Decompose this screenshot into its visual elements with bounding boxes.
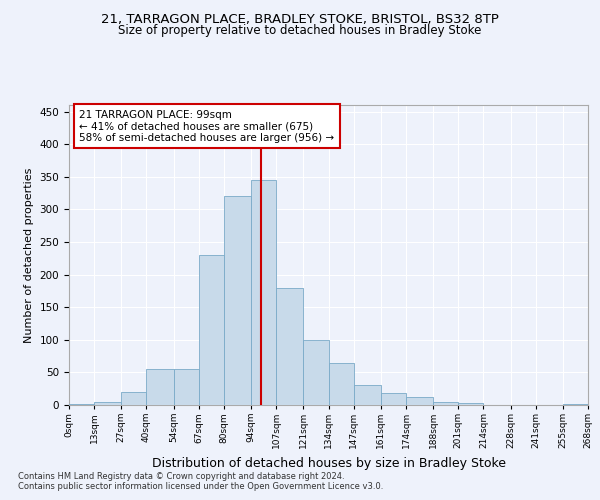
- Bar: [121, 392, 146, 405]
- Bar: [173, 369, 199, 405]
- Y-axis label: Number of detached properties: Number of detached properties: [24, 168, 34, 342]
- Bar: [69, 404, 94, 405]
- Bar: [199, 255, 224, 405]
- Bar: [276, 288, 304, 405]
- Text: Contains HM Land Registry data © Crown copyright and database right 2024.: Contains HM Land Registry data © Crown c…: [18, 472, 344, 481]
- Bar: [94, 402, 121, 405]
- Bar: [353, 386, 381, 405]
- Bar: [433, 402, 458, 405]
- Text: Size of property relative to detached houses in Bradley Stoke: Size of property relative to detached ho…: [118, 24, 482, 37]
- Bar: [251, 180, 276, 405]
- Bar: [329, 362, 353, 405]
- Bar: [563, 404, 588, 405]
- X-axis label: Distribution of detached houses by size in Bradley Stoke: Distribution of detached houses by size …: [151, 456, 505, 469]
- Bar: [146, 369, 173, 405]
- Text: Contains public sector information licensed under the Open Government Licence v3: Contains public sector information licen…: [18, 482, 383, 491]
- Bar: [458, 403, 484, 405]
- Bar: [304, 340, 329, 405]
- Bar: [381, 394, 406, 405]
- Bar: [406, 397, 433, 405]
- Text: 21 TARRAGON PLACE: 99sqm
← 41% of detached houses are smaller (675)
58% of semi-: 21 TARRAGON PLACE: 99sqm ← 41% of detach…: [79, 110, 335, 142]
- Text: 21, TARRAGON PLACE, BRADLEY STOKE, BRISTOL, BS32 8TP: 21, TARRAGON PLACE, BRADLEY STOKE, BRIST…: [101, 12, 499, 26]
- Bar: [224, 196, 251, 405]
